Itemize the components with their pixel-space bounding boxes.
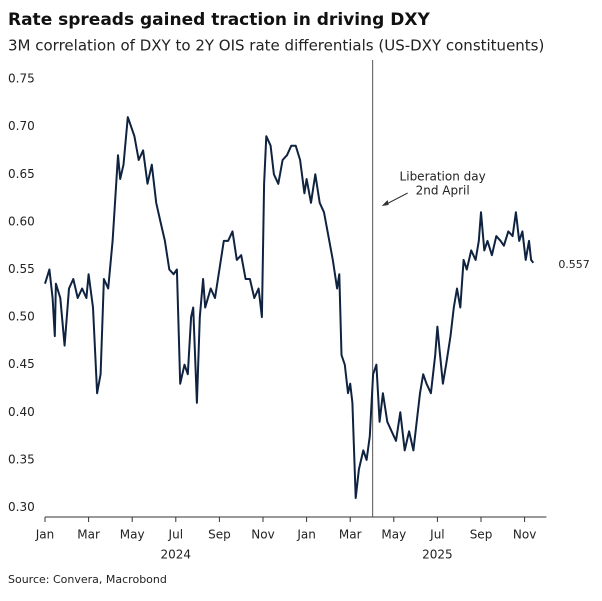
x-tick-label: Nov [251, 528, 274, 542]
annotation: Liberation day [400, 170, 486, 184]
x-group-label: 2024 [161, 548, 192, 562]
x-tick-label: May [381, 528, 406, 542]
chart-subtitle: 3M correlation of DXY to 2Y OIS rate dif… [8, 37, 544, 55]
x-group-label: 2025 [422, 548, 453, 562]
x-tick-label: Mar [77, 528, 100, 542]
x-tick-label: Nov [513, 528, 536, 542]
x-tick-label: Jul [429, 528, 444, 542]
x-tick-label: May [120, 528, 145, 542]
series-line [44, 116, 535, 499]
annotation: 2nd April [416, 184, 470, 198]
y-tick-label: 0.65 [8, 167, 35, 181]
y-tick-label: 0.50 [8, 310, 35, 324]
x-tick-label: Sep [470, 528, 493, 542]
y-tick-label: 0.35 [8, 452, 35, 466]
x-tick-label: Jan [296, 528, 316, 542]
y-tick-label: 0.70 [8, 119, 35, 133]
x-tick-label: Jul [168, 528, 183, 542]
y-tick-label: 0.55 [8, 262, 35, 276]
chart-title: Rate spreads gained traction in driving … [8, 10, 430, 30]
y-tick-label: 0.30 [8, 500, 35, 514]
arrow-head [381, 200, 389, 206]
y-tick-label: 0.75 [8, 72, 35, 86]
y-tick-label: 0.45 [8, 357, 35, 371]
x-tick-label: Mar [339, 528, 362, 542]
x-tick-label: Jan [35, 528, 55, 542]
x-tick-label: Sep [208, 528, 231, 542]
y-tick-label: 0.40 [8, 405, 35, 419]
y-tick-label: 0.60 [8, 214, 35, 228]
source: Source: Convera, Macrobond [8, 573, 167, 586]
end-label: 0.557 [558, 258, 590, 271]
annotation-arrow [384, 192, 408, 206]
